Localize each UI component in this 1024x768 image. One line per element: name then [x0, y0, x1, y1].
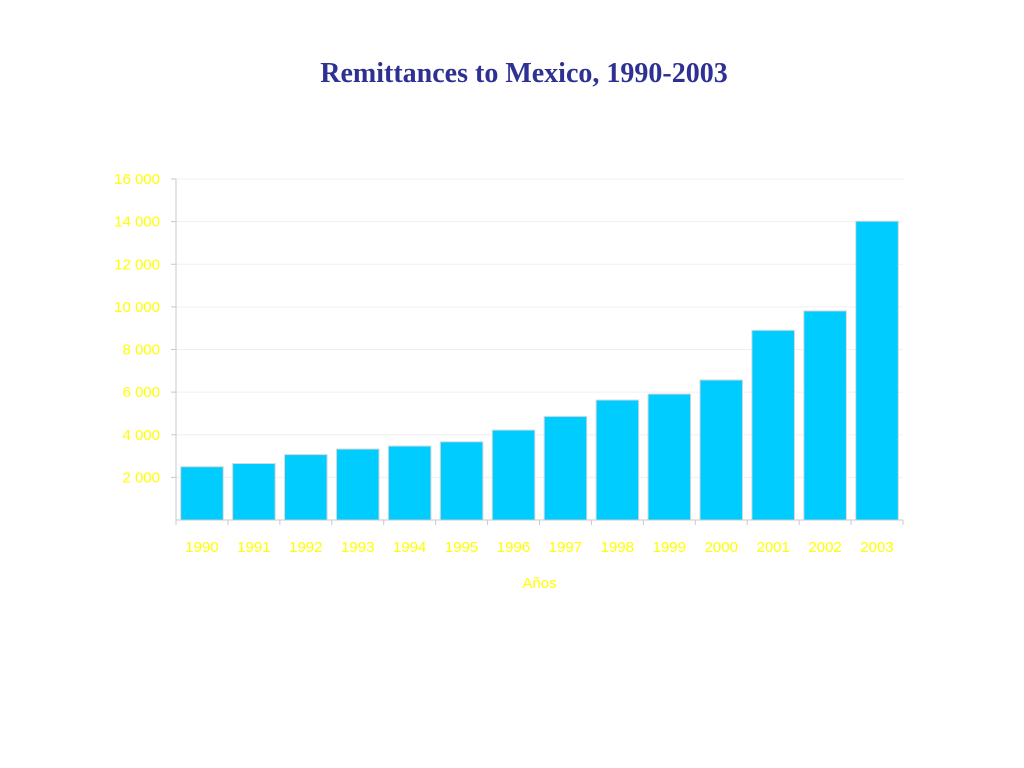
x-tick-label: 1995	[445, 539, 478, 556]
y-tick-label: 8 000	[122, 342, 160, 359]
bar	[232, 463, 276, 521]
bars	[180, 220, 899, 521]
bar	[335, 448, 380, 521]
x-tick-label: 1997	[549, 539, 582, 556]
bar	[855, 220, 899, 521]
x-tick-label: 1993	[341, 539, 374, 556]
y-tick-label: 14 000	[114, 214, 160, 231]
y-tick-label: 6 000	[122, 384, 160, 401]
bar	[699, 379, 744, 521]
bar	[180, 466, 224, 521]
x-axis-title: Años	[522, 575, 556, 592]
bar	[387, 445, 432, 521]
x-tick-label: 1996	[497, 539, 530, 556]
chart-title: Remittances to Mexico, 1990-2003	[320, 58, 728, 89]
y-tick-label: 16 000	[114, 171, 160, 188]
x-tick-label: 2003	[860, 539, 893, 556]
x-tick-labels: 1990 1991 1992 1993 1994 1995 1996 1997 1998 1999…	[175, 520, 904, 556]
x-tick-label: 1999	[653, 539, 686, 556]
x-tick-label: 1992	[289, 539, 322, 556]
bar	[543, 415, 588, 521]
bar	[647, 393, 692, 521]
bar	[595, 399, 640, 521]
bar	[491, 429, 536, 521]
x-tick-label: 2001	[756, 539, 789, 556]
x-tick-label: 1998	[601, 539, 634, 556]
bar	[751, 329, 795, 521]
bar	[803, 310, 847, 521]
x-tick-label: 1994	[393, 539, 426, 556]
x-tick-label: 1990	[185, 539, 218, 556]
y-tick-labels: 2 000 4 000 6 000 8 000 10 000 12 000 14 000 16…	[114, 171, 176, 486]
x-tick-label: 2002	[808, 539, 841, 556]
y-tick-label: 4 000	[122, 427, 160, 444]
x-tick-label: 2000	[705, 539, 738, 556]
bar	[284, 454, 328, 521]
y-tick-label: 12 000	[114, 256, 160, 273]
y-tick-label: 10 000	[114, 299, 160, 316]
bar	[439, 441, 484, 521]
x-tick-label: 1991	[237, 539, 270, 556]
y-tick-label: 2 000	[122, 469, 160, 486]
